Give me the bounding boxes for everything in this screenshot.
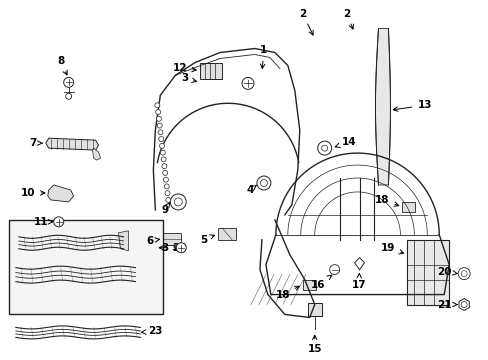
Bar	[218, 228, 236, 240]
Text: 23: 23	[141, 327, 163, 336]
Circle shape	[159, 136, 163, 141]
Text: 20: 20	[436, 267, 456, 276]
Text: 15: 15	[307, 335, 321, 354]
Text: 21: 21	[436, 300, 456, 310]
Text: 6: 6	[146, 236, 159, 246]
Text: 18: 18	[374, 195, 398, 206]
Circle shape	[174, 198, 182, 206]
Bar	[307, 302, 321, 316]
Text: 2: 2	[342, 9, 353, 29]
Circle shape	[156, 116, 161, 121]
Circle shape	[162, 164, 166, 168]
Circle shape	[164, 184, 169, 189]
Text: 11: 11	[34, 217, 53, 227]
Bar	[402, 202, 414, 212]
Circle shape	[321, 145, 327, 151]
Polygon shape	[118, 231, 128, 251]
Circle shape	[460, 302, 466, 307]
Text: 9: 9	[161, 202, 170, 215]
Text: 3: 3	[181, 73, 196, 84]
Text: 17: 17	[351, 274, 366, 289]
Circle shape	[165, 197, 170, 202]
Circle shape	[155, 109, 160, 114]
Bar	[302, 280, 315, 289]
Text: 13: 13	[392, 100, 431, 111]
Circle shape	[176, 243, 186, 253]
Circle shape	[163, 177, 168, 182]
Bar	[163, 233, 181, 245]
Text: 19: 19	[380, 243, 403, 254]
Text: 8: 8	[57, 57, 67, 75]
Circle shape	[155, 103, 160, 108]
Circle shape	[163, 170, 167, 175]
Bar	[9, 220, 163, 315]
Text: 2: 2	[299, 9, 312, 35]
Circle shape	[170, 194, 186, 210]
Polygon shape	[458, 298, 468, 310]
Circle shape	[158, 130, 163, 135]
Circle shape	[160, 150, 165, 155]
Text: 5: 5	[200, 235, 214, 245]
Bar	[200, 63, 222, 80]
Text: 4: 4	[246, 185, 256, 195]
Circle shape	[54, 217, 63, 227]
Circle shape	[65, 93, 72, 99]
Text: 18: 18	[275, 286, 299, 300]
Circle shape	[157, 123, 162, 128]
Polygon shape	[92, 148, 101, 160]
Circle shape	[457, 268, 469, 280]
Text: 16: 16	[310, 275, 331, 289]
Circle shape	[159, 143, 164, 148]
Circle shape	[460, 271, 466, 276]
Text: 12: 12	[172, 63, 196, 73]
Circle shape	[164, 191, 170, 195]
Circle shape	[63, 77, 74, 87]
Text: 3: 3	[161, 243, 177, 253]
Text: 10: 10	[21, 188, 45, 198]
Polygon shape	[46, 138, 99, 150]
Text: 14: 14	[335, 137, 356, 148]
Text: 1: 1	[260, 45, 267, 68]
Polygon shape	[48, 185, 74, 202]
Text: 7: 7	[29, 138, 42, 148]
Polygon shape	[375, 28, 389, 185]
Circle shape	[256, 176, 270, 190]
Circle shape	[317, 141, 331, 155]
Text: 22: 22	[159, 243, 186, 253]
Circle shape	[161, 157, 166, 162]
Circle shape	[260, 180, 267, 186]
Circle shape	[242, 77, 253, 89]
Circle shape	[329, 265, 339, 275]
Bar	[407, 240, 448, 305]
